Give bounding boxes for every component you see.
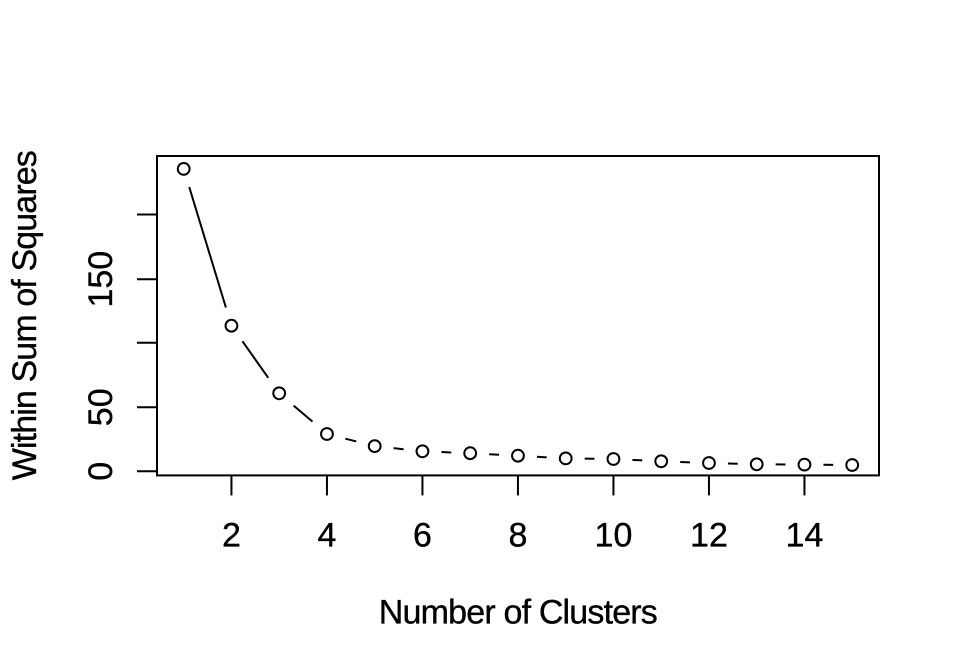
svg-text:8: 8 — [508, 517, 527, 555]
svg-text:10: 10 — [595, 517, 633, 555]
svg-text:Number of Clusters: Number of Clusters — [379, 594, 658, 632]
svg-text:14: 14 — [786, 517, 824, 555]
svg-text:Within Sum of Squares: Within Sum of Squares — [6, 150, 44, 480]
svg-text:12: 12 — [690, 517, 728, 555]
svg-text:2: 2 — [222, 517, 241, 555]
svg-text:150: 150 — [82, 251, 120, 308]
svg-text:50: 50 — [82, 388, 120, 426]
svg-text:0: 0 — [82, 462, 120, 481]
svg-text:4: 4 — [317, 517, 336, 555]
svg-text:6: 6 — [413, 517, 432, 555]
